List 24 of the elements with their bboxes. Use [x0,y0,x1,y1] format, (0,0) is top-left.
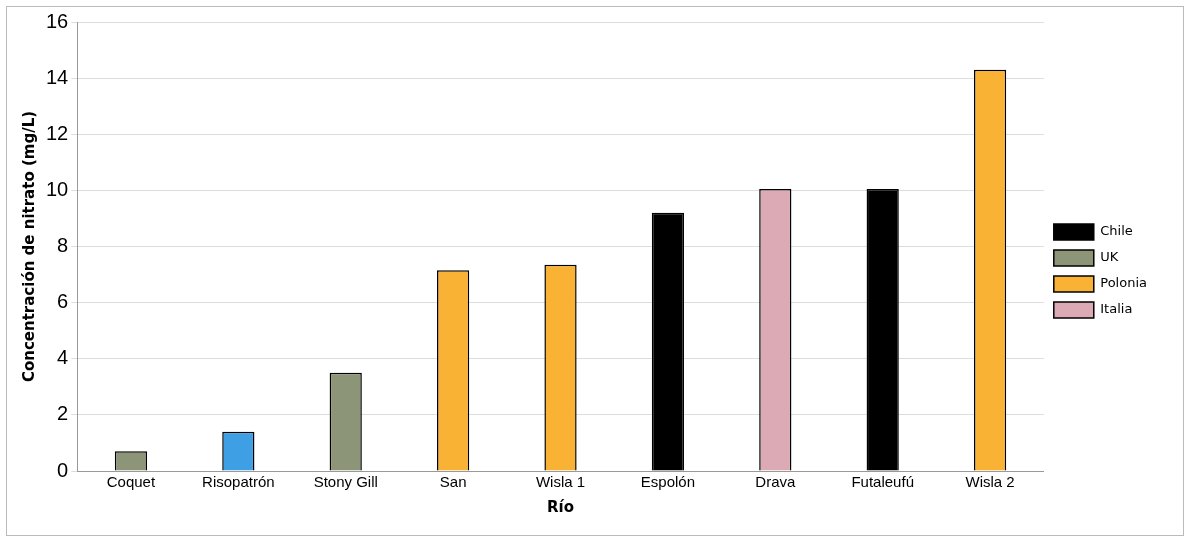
x-tick-label: Coquet [106,473,156,491]
x-tick-label: San [439,473,467,491]
x-tick-label: Risopatrón [202,473,275,491]
x-tick-label: Drava [755,473,796,491]
y-axis-title: Concentración de nitrato (mg/L) [19,110,38,383]
x-tick-label: Futaleufú [851,473,914,491]
y-tick-label: 8 [57,234,69,257]
y-tick-label: 14 [46,65,69,88]
y-tick-label: 4 [57,346,69,369]
x-tick-label: Wisla 2 [965,473,1015,491]
y-tick-label: 16 [46,9,69,32]
y-tick-label: 0 [57,458,69,481]
x-tick-label: Espolón [640,473,696,491]
y-tick-label: 12 [46,121,69,144]
x-axis-title: Río [547,497,575,516]
x-tick-label: Stony Gill [313,473,378,491]
legend-label: Chile [1100,223,1133,239]
y-tick-label: 10 [46,177,69,200]
y-tick-label: 2 [57,402,69,425]
x-tick-label: Wisla 1 [535,473,586,491]
y-tick-label: 6 [57,290,69,313]
legend-label: Italia [1100,301,1133,317]
legend-label: Polonia [1100,275,1148,291]
legend-label: UK [1100,249,1119,265]
